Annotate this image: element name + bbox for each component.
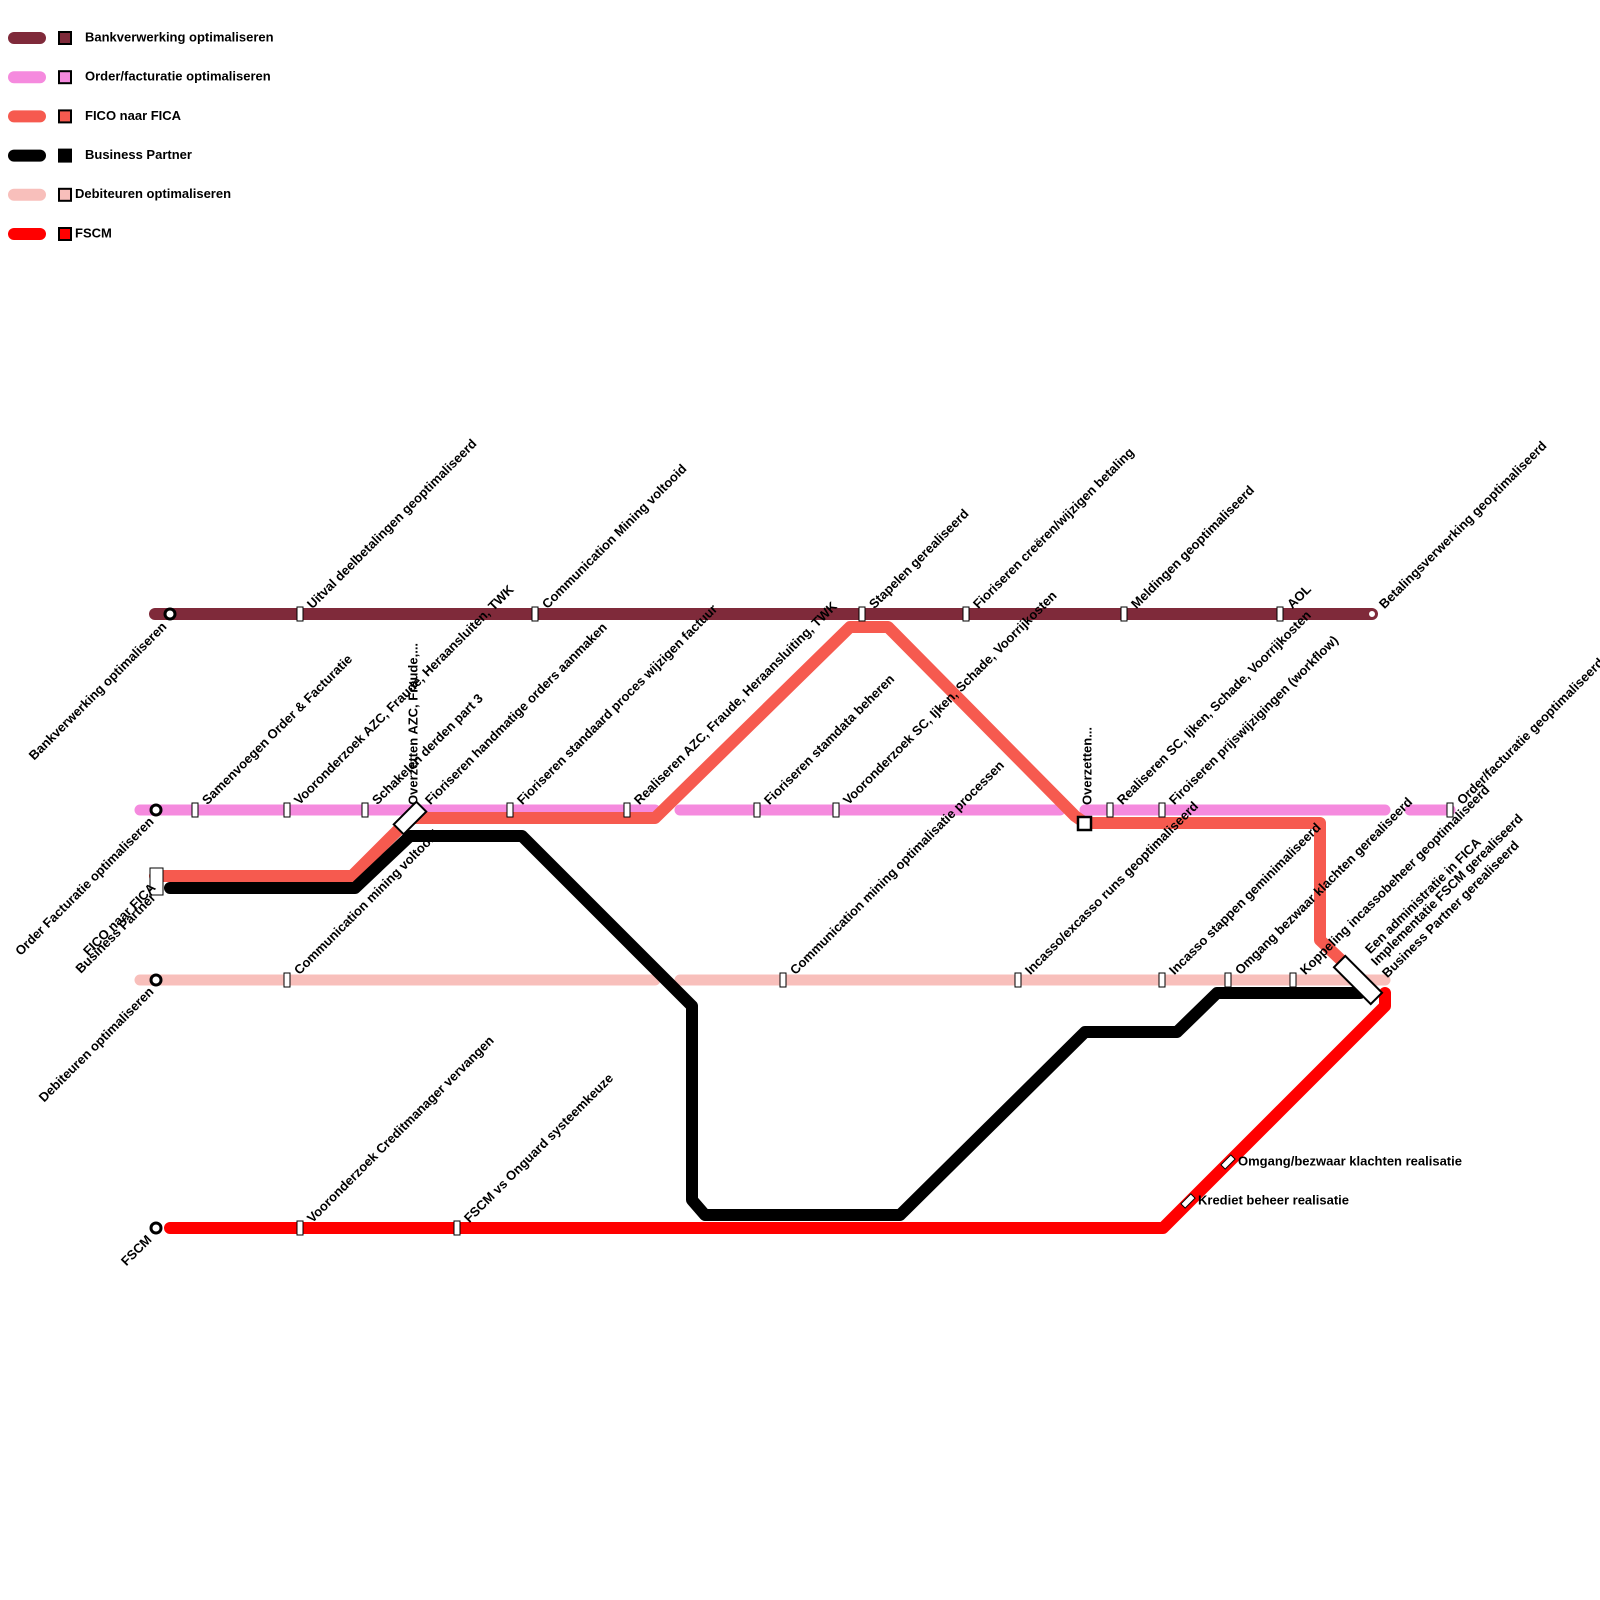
station-label: FSCM vs Onguard systeemkeuze — [461, 1070, 616, 1225]
station-label: Overzetten... — [1079, 727, 1094, 805]
legend-marker — [58, 31, 72, 45]
legend-label: FICO naar FICA — [85, 108, 182, 123]
station-label: Samenvoegen Order & Facturatie — [199, 651, 355, 807]
station — [1446, 802, 1454, 818]
station-label: Uitval deelbetalingen geoptimaliseerd — [304, 436, 480, 612]
station — [1289, 972, 1297, 988]
station-label: Realiseren AZC, Fraude, Heraansluiting, … — [631, 598, 840, 807]
station — [1014, 972, 1022, 988]
station — [858, 606, 866, 622]
legend-label: Bankverwerking optimaliseren — [85, 29, 274, 44]
terminus — [149, 1221, 163, 1235]
terminus — [1367, 609, 1377, 619]
legend-label: Debiteuren optimaliseren — [75, 186, 231, 201]
metro-line — [164, 830, 1366, 1221]
station — [753, 802, 761, 818]
metro-line — [149, 621, 1366, 984]
station — [361, 802, 369, 818]
station — [1220, 1154, 1236, 1170]
station — [283, 972, 291, 988]
legend-label: FSCM — [75, 225, 112, 240]
station-label: FSCM — [118, 1232, 155, 1269]
station — [506, 802, 514, 818]
station — [1120, 606, 1128, 622]
legend-marker — [58, 227, 72, 241]
station-label: Overzetten AZC, Fraude,... — [405, 643, 420, 805]
station — [296, 1220, 304, 1236]
terminus — [163, 607, 177, 621]
station-label: Realiseren SC, Ijken, Schade, Voorrijkos… — [1114, 608, 1314, 808]
station — [1276, 606, 1284, 622]
legend-label: Order/facturatie optimaliseren — [85, 69, 271, 84]
interchange — [1332, 954, 1384, 1006]
station — [1158, 802, 1166, 818]
station-label: Business Partner — [72, 890, 158, 976]
station-label: Krediet beheer realisatie — [1198, 1192, 1349, 1207]
station-label: Betalingsverwerking geoptimaliseerd — [1376, 438, 1550, 612]
station — [283, 802, 291, 818]
legend-marker — [58, 187, 72, 202]
legend-marker — [58, 148, 72, 163]
station — [1180, 1193, 1196, 1209]
station-label: Order Facturatie optimaliseren — [12, 814, 156, 958]
station-label: AOL — [1284, 581, 1314, 611]
station — [191, 802, 199, 818]
station — [832, 802, 840, 818]
station — [1158, 972, 1166, 988]
station-label: Omgang/bezwaar klachten realisatie — [1238, 1153, 1462, 1168]
legend-label: Business Partner — [85, 147, 192, 162]
terminus — [149, 973, 163, 987]
station — [623, 802, 631, 818]
interchange — [1076, 815, 1093, 832]
legend-marker — [58, 109, 72, 124]
station-label: Meldingen geoptimaliseerd — [1128, 482, 1257, 611]
terminus — [149, 803, 163, 817]
station — [1106, 802, 1114, 818]
station-label: Fioriseren creëren/wijzigen betaling — [970, 445, 1137, 612]
station-label: Order/facturatie geoptimaliseerd — [1454, 655, 1600, 808]
terminus — [149, 867, 164, 896]
station — [962, 606, 970, 622]
station-label: Stapelen gerealiseerd — [866, 506, 972, 612]
station-label: Vooronderzoek Creditmanager vervangen — [304, 1033, 497, 1226]
station — [531, 606, 539, 622]
station — [453, 1220, 461, 1236]
station — [779, 972, 787, 988]
legend-marker — [58, 70, 72, 85]
station — [296, 606, 304, 622]
station-label: Bankverwerking optimaliseren — [26, 619, 170, 763]
interchange — [392, 800, 428, 836]
station — [1224, 972, 1232, 988]
station-label: Debiteuren optimaliseren — [36, 984, 157, 1105]
metro-line — [164, 987, 1391, 1234]
station-label: Communication Mining voltooid — [539, 461, 690, 612]
station-label: Communication mining voltooid — [291, 826, 442, 977]
station-label: Communication mining optimalisatie proce… — [787, 757, 1007, 977]
